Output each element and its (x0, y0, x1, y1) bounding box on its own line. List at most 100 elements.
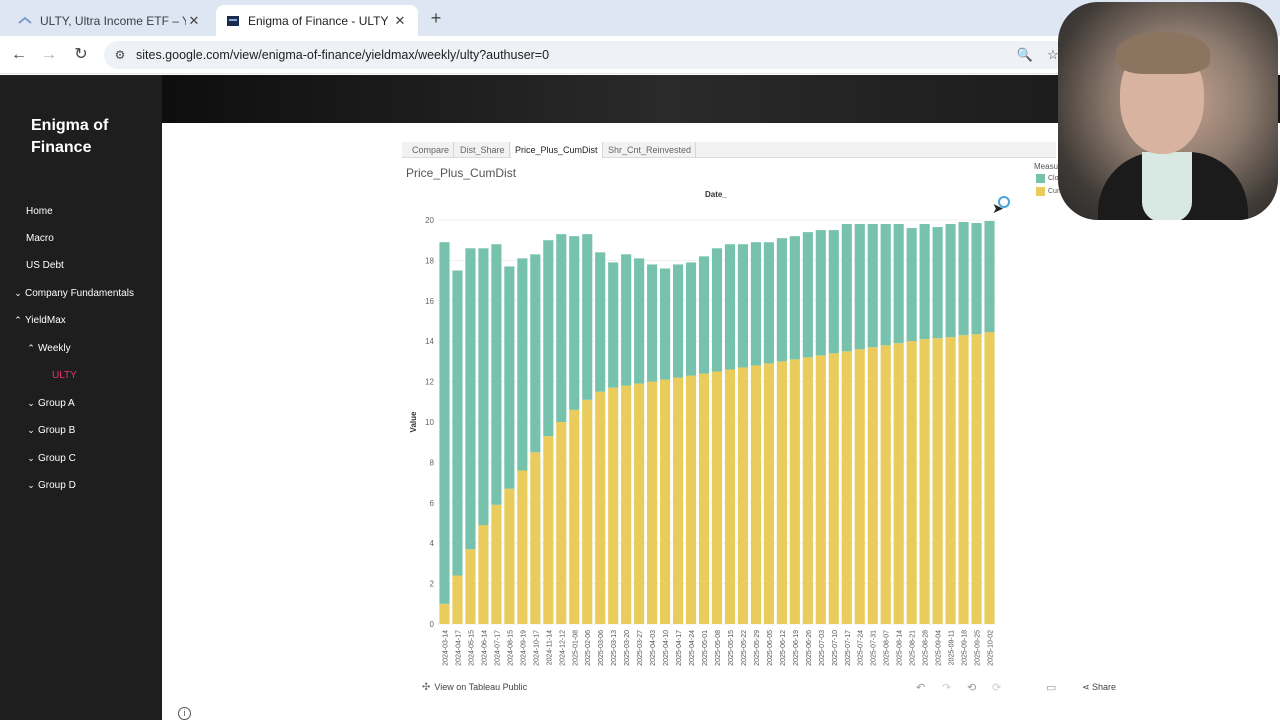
bar-cumu[interactable] (880, 345, 891, 624)
bar-cumu[interactable] (802, 357, 813, 624)
bar-clos[interactable] (789, 236, 800, 360)
stacked-bar-chart[interactable]: 0 2 4 6 8 10 12 14 16 18 20 Value 2024-03-14 2024-04-… (402, 200, 1022, 676)
bar-cumu[interactable] (789, 359, 800, 624)
bar-clos[interactable] (867, 224, 878, 348)
bar-clos[interactable] (763, 242, 774, 364)
nav-item-group-c[interactable]: ⌄ Group C (25, 450, 76, 466)
bar-clos[interactable] (660, 268, 671, 380)
bar-cumu[interactable] (867, 347, 878, 624)
bar-cumu[interactable] (776, 361, 787, 624)
bar-cumu[interactable] (621, 385, 632, 624)
bar-cumu[interactable] (517, 470, 528, 624)
bar-clos[interactable] (478, 248, 489, 526)
bar-clos[interactable] (906, 228, 917, 342)
bar-clos[interactable] (621, 254, 632, 386)
bar-clos[interactable] (569, 236, 580, 410)
nav-item-us-debt[interactable]: US Debt (26, 257, 64, 273)
bar-clos[interactable] (556, 234, 567, 422)
chevron-up-icon[interactable]: ⌃ (27, 342, 35, 353)
bar-cumu[interactable] (971, 334, 982, 624)
nav-item-macro[interactable]: Macro (26, 230, 54, 246)
bar-cumu[interactable] (724, 369, 736, 624)
tab-dist-share[interactable]: Dist_Share (456, 142, 510, 158)
address-bar[interactable]: ⚙ sites.google.com/view/enigma-of-financ… (104, 41, 1174, 69)
nav-item-group-b[interactable]: ⌄ Group B (25, 422, 75, 438)
bar-clos[interactable] (776, 238, 787, 362)
zoom-icon[interactable]: 🔍 (1016, 47, 1034, 62)
bar-cumu[interactable] (504, 488, 515, 624)
nav-item-group-a[interactable]: ⌄ Group A (25, 395, 74, 411)
bar-cumu[interactable] (452, 575, 463, 624)
bar-cumu[interactable] (465, 549, 476, 624)
tab-price-plus-cumdist[interactable]: Price_Plus_CumDist (511, 142, 603, 158)
bar-clos[interactable] (841, 224, 852, 352)
bar-clos[interactable] (452, 270, 463, 576)
close-tab-icon[interactable]: ✕ (188, 12, 200, 28)
presentation-icon[interactable]: ▭ (1046, 682, 1057, 694)
bar-cumu[interactable] (569, 409, 580, 624)
bar-clos[interactable] (971, 223, 982, 335)
close-tab-icon[interactable]: ✕ (394, 12, 406, 28)
chevron-down-icon[interactable]: ⌄ (14, 287, 22, 298)
bar-cumu[interactable] (582, 399, 593, 624)
bar-cumu[interactable] (647, 381, 658, 624)
bar-clos[interactable] (737, 244, 749, 368)
bar-cumu[interactable] (984, 332, 995, 624)
bar-clos[interactable] (465, 248, 476, 550)
nav-item-group-d[interactable]: ⌄ Group D (25, 477, 76, 493)
bar-clos[interactable] (685, 262, 697, 376)
bar-cumu[interactable] (945, 337, 956, 624)
bookmark-star-icon[interactable]: ☆ (1047, 47, 1059, 62)
bar-cumu[interactable] (491, 504, 502, 624)
bar-cumu[interactable] (932, 338, 943, 624)
bar-cumu[interactable] (478, 525, 489, 624)
bar-clos[interactable] (582, 234, 593, 400)
bar-clos[interactable] (724, 244, 736, 370)
bar-clos[interactable] (893, 224, 904, 344)
nav-item-ulty[interactable]: ULTY (52, 367, 77, 383)
bar-cumu[interactable] (595, 391, 606, 624)
bar-cumu[interactable] (660, 379, 671, 624)
bar-cumu[interactable] (543, 436, 554, 624)
bar-clos[interactable] (802, 232, 813, 358)
bar-clos[interactable] (932, 227, 943, 339)
bar-clos[interactable] (919, 224, 930, 340)
bar-cumu[interactable] (763, 363, 774, 624)
bar-clos[interactable] (828, 230, 839, 354)
nav-item-home[interactable]: Home (26, 203, 53, 219)
share-button[interactable]: ⋖ Share (1082, 682, 1116, 693)
tab-shr-cnt-reinvested[interactable]: Shr_Cnt_Reinvested (604, 142, 697, 158)
bar-clos[interactable] (711, 248, 723, 372)
bar-cumu[interactable] (556, 422, 567, 624)
bar-clos[interactable] (984, 221, 995, 333)
bar-clos[interactable] (750, 242, 761, 366)
bar-clos[interactable] (543, 240, 554, 437)
bar-cumu[interactable] (958, 335, 969, 624)
bar-cumu[interactable] (919, 339, 930, 624)
bar-cumu[interactable] (854, 349, 865, 624)
bar-clos[interactable] (945, 224, 956, 338)
bar-clos[interactable] (958, 222, 969, 336)
bar-clos[interactable] (517, 258, 528, 471)
bar-clos[interactable] (647, 264, 658, 382)
bar-cumu[interactable] (711, 371, 723, 625)
back-arrow-icon[interactable]: ← (11, 46, 27, 63)
bar-clos[interactable] (673, 264, 684, 378)
legend-item-cumu[interactable]: Cumu (1036, 187, 1067, 196)
chevron-down-icon[interactable]: ⌄ (27, 452, 35, 463)
bar-cumu[interactable] (828, 353, 839, 624)
nav-item-weekly[interactable]: ⌃ Weekly (25, 340, 70, 356)
site-settings-icon[interactable]: ⚙ (114, 48, 126, 62)
bar-cumu[interactable] (685, 375, 697, 624)
nav-item-company-fundamentals[interactable]: ⌄ Company Fundamentals (12, 285, 134, 301)
browser-tab-ulty-yieldmax[interactable]: ULTY, Ultra Income ETF – YieldMax ✕ (8, 5, 212, 36)
bar-clos[interactable] (491, 244, 502, 505)
revert-icon[interactable]: ⟲ (967, 682, 977, 694)
info-icon[interactable]: i (178, 707, 191, 720)
reload-icon[interactable]: ↻ (74, 46, 88, 63)
undo-icon[interactable]: ↶ (916, 682, 926, 694)
bar-cumu[interactable] (530, 452, 541, 624)
bar-cumu[interactable] (634, 383, 645, 624)
bar-cumu[interactable] (608, 387, 619, 624)
chevron-down-icon[interactable]: ⌄ (27, 479, 35, 490)
